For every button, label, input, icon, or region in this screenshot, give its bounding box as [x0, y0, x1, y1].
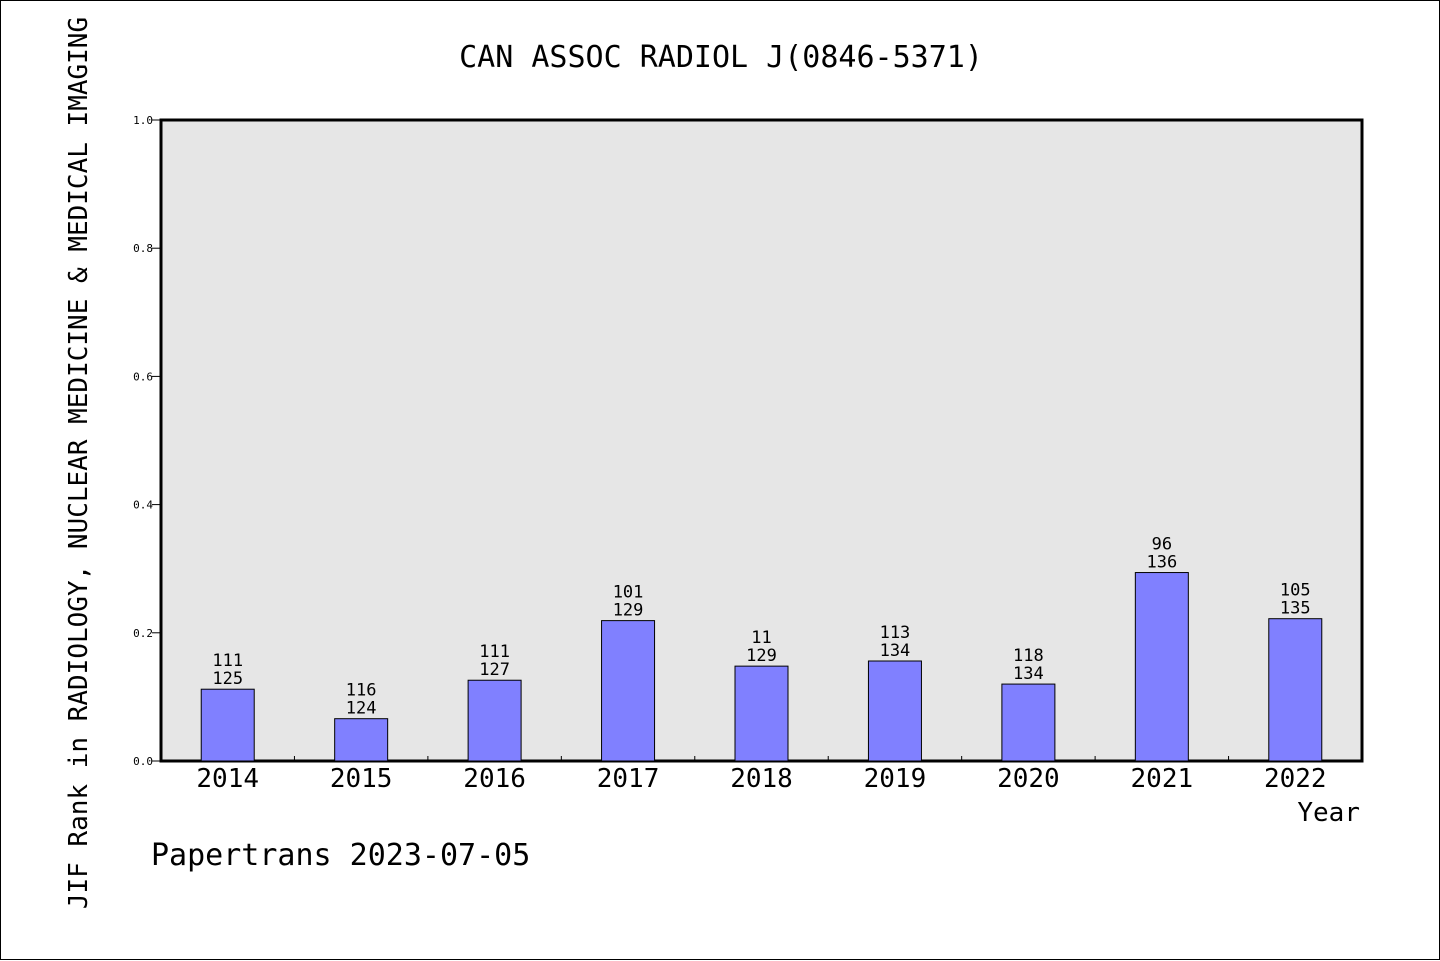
bar-total-label: 135	[1280, 599, 1311, 619]
bar-rank-label: 111	[212, 651, 243, 671]
bar-rank-label: 101	[613, 583, 644, 603]
x-axis-label: Year	[1297, 798, 1360, 828]
x-tick-label: 2018	[730, 764, 793, 794]
bar-total-label: 124	[346, 699, 377, 719]
bar-rank-label: 118	[1013, 646, 1044, 666]
bar-total-label: 129	[746, 646, 777, 666]
bar-2016	[467, 679, 522, 762]
bar-2022	[1268, 618, 1323, 762]
bar-rank-label: 113	[880, 623, 911, 643]
x-tick-label: 2016	[463, 764, 526, 794]
x-tick-label: 2014	[196, 764, 259, 794]
x-tick-label: 2019	[864, 764, 927, 794]
y-axis-label: JIF Rank in RADIOLOGY, NUCLEAR MEDICINE …	[64, 17, 94, 909]
bar-2014	[200, 688, 255, 762]
x-tick-label: 2020	[997, 764, 1060, 794]
chart-title: CAN ASSOC RADIOL J(0846-5371)	[459, 40, 983, 75]
x-tick-label: 2022	[1264, 764, 1327, 794]
y-tick-label: 0.8	[133, 242, 153, 255]
bar-2021	[1134, 572, 1189, 762]
bar-2019	[867, 660, 922, 762]
x-tick-label: 2015	[330, 764, 393, 794]
bar-total-label: 134	[1013, 664, 1044, 684]
bar-2017	[601, 620, 656, 762]
y-axis-ticks: 0.0 0.2 0.4 0.6 0.8 1.0	[133, 114, 161, 768]
y-tick-label: 0.0	[133, 755, 153, 768]
bar-total-label: 127	[479, 660, 510, 680]
bar-2020	[1001, 683, 1056, 762]
bar-rank-label: 105	[1280, 581, 1311, 601]
bar-rank-label: 116	[346, 681, 377, 701]
bar-rank-label: 111	[479, 642, 510, 662]
x-tick-label: 2021	[1131, 764, 1194, 794]
bar-rank-label: 11	[751, 628, 771, 648]
x-axis-ticks: 2014 2015 2016 2017 2018 2019 2020 2021 2022	[196, 756, 1327, 794]
bar-total-label: 125	[212, 669, 243, 689]
x-tick-label: 2017	[597, 764, 660, 794]
bar-2015	[334, 718, 389, 762]
bar-rank-label: 96	[1152, 535, 1172, 555]
footer-credit: Papertrans 2023-07-05	[151, 838, 530, 873]
bar-total-label: 129	[613, 601, 644, 621]
bar-2018	[734, 665, 789, 762]
y-tick-label: 0.6	[133, 370, 153, 383]
bar-total-label: 136	[1146, 553, 1177, 573]
y-tick-label: 1.0	[133, 114, 153, 127]
y-tick-label: 0.4	[133, 499, 153, 512]
y-tick-label: 0.2	[133, 627, 153, 640]
bar-total-label: 134	[880, 641, 911, 661]
